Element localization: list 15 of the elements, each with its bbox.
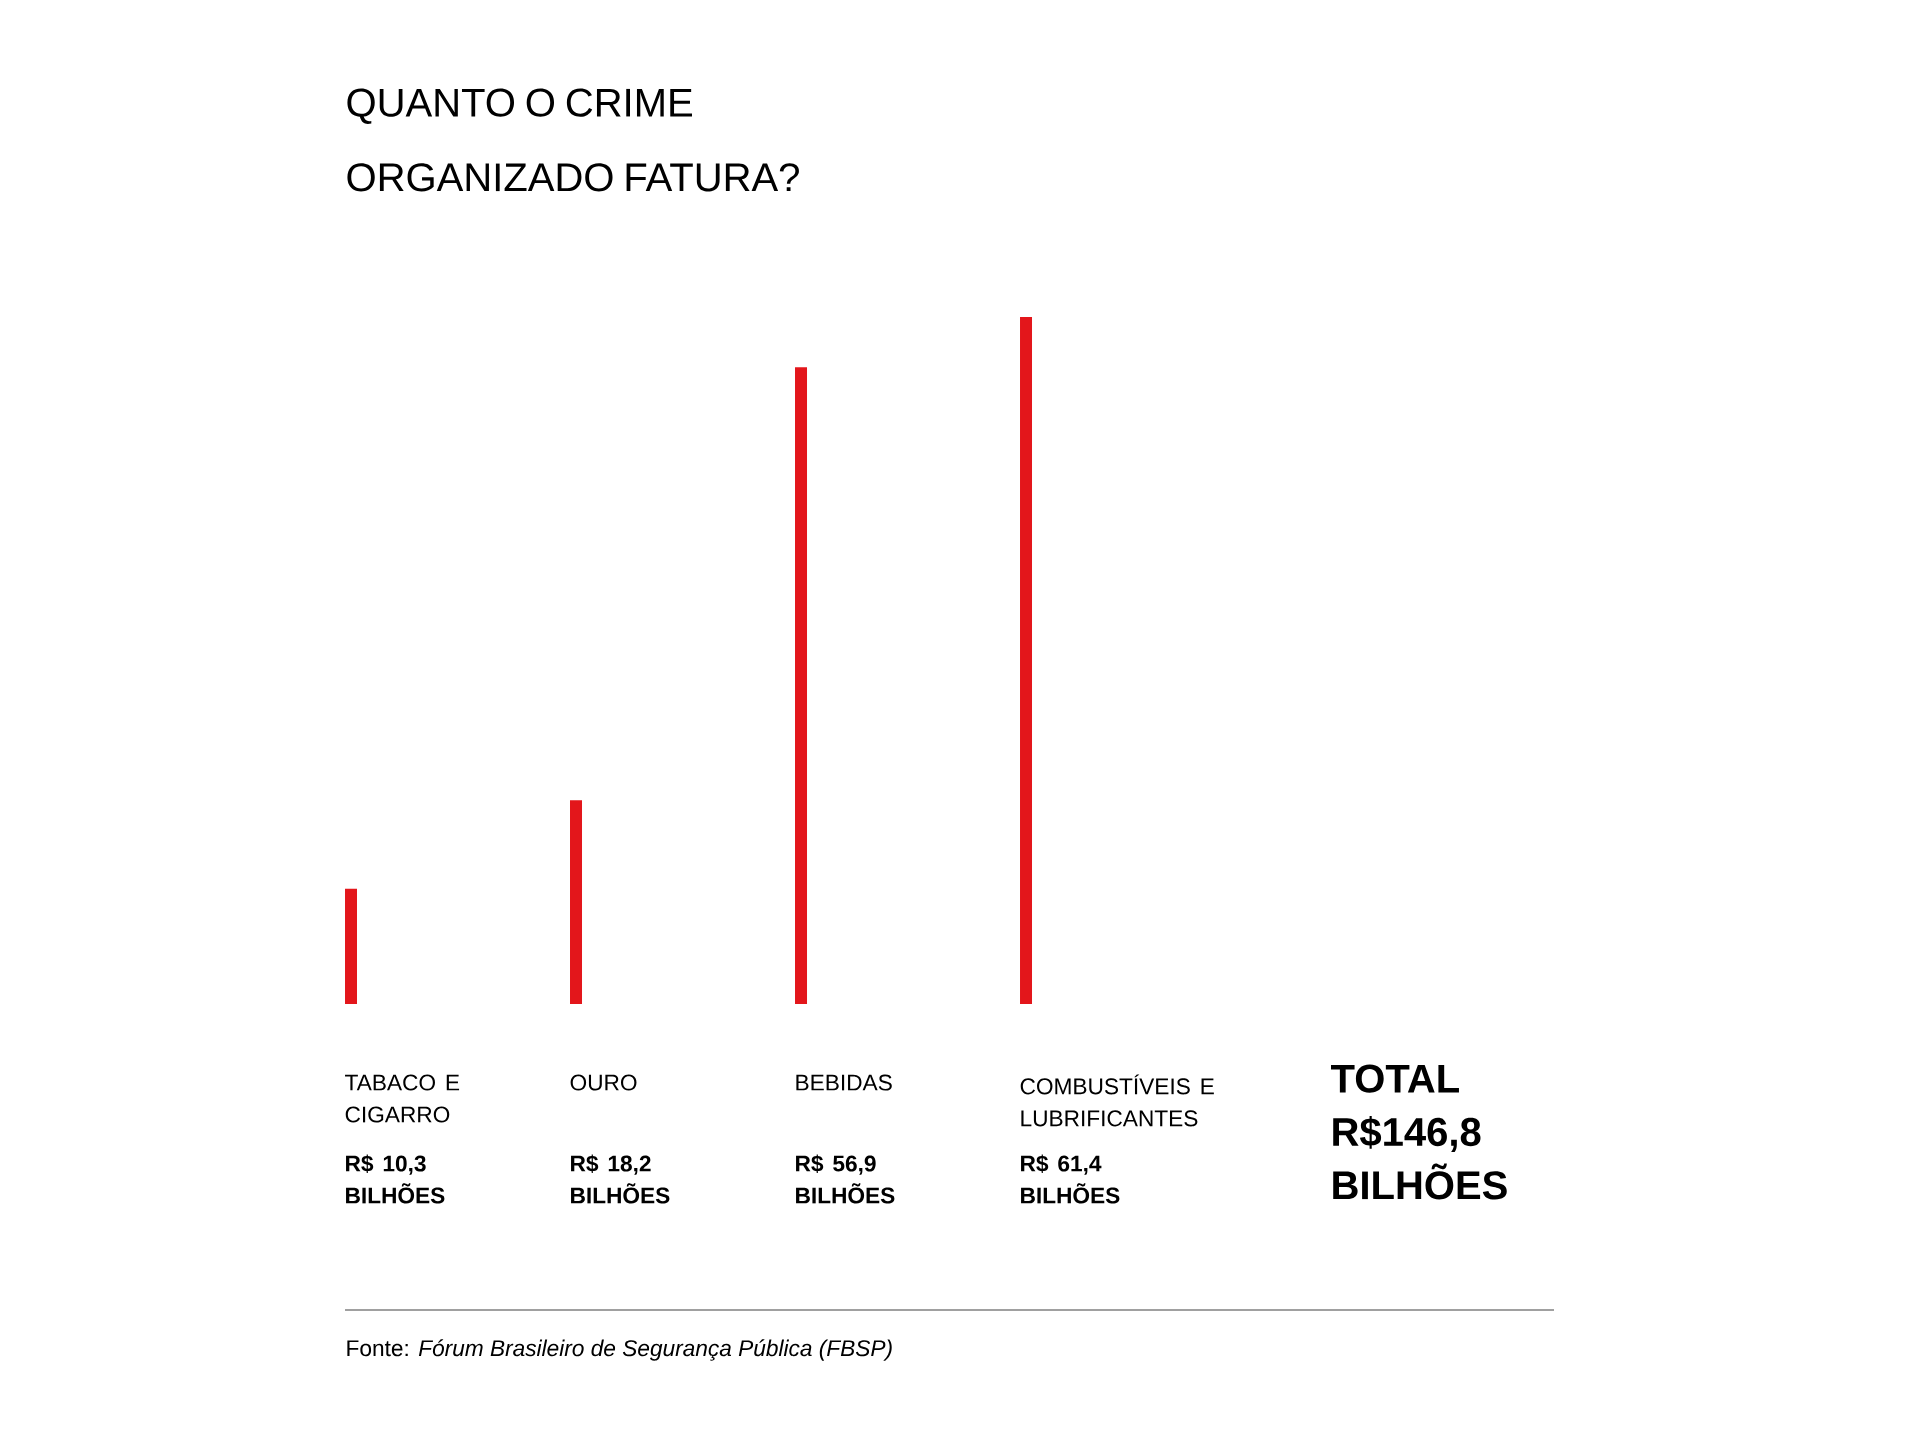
chart-title: QUANTO O CRIME ORGANIZADO FATURA? (347, 88, 799, 192)
bar (570, 800, 583, 1004)
bar (1020, 316, 1033, 1004)
x-tick-label: COMBUSTÍVEIS E LUBRIFICANTES (1020, 1074, 1214, 1127)
x-tick-label: OURO (570, 1074, 637, 1091)
x-tick-label: BEBIDAS (796, 1074, 892, 1091)
bar (795, 367, 808, 1004)
source-note: Fonte: Fórum Brasileiro de Segurança Pública (FBSP) (347, 1339, 892, 1361)
x-tick-label: TABACO E CIGARRO (345, 1074, 460, 1123)
data-label: R$ 56,9 BILHÕES (796, 1154, 895, 1204)
data-label: R$ 61,4 BILHÕES (1021, 1154, 1120, 1204)
data-label: R$ 10,3 BILHÕES (346, 1154, 445, 1204)
text: TOTAL R$146,8 BILHÕES (1331, 1064, 1507, 1200)
data-label: R$ 18,2 BILHÕES (571, 1154, 670, 1204)
bar (345, 888, 358, 1004)
